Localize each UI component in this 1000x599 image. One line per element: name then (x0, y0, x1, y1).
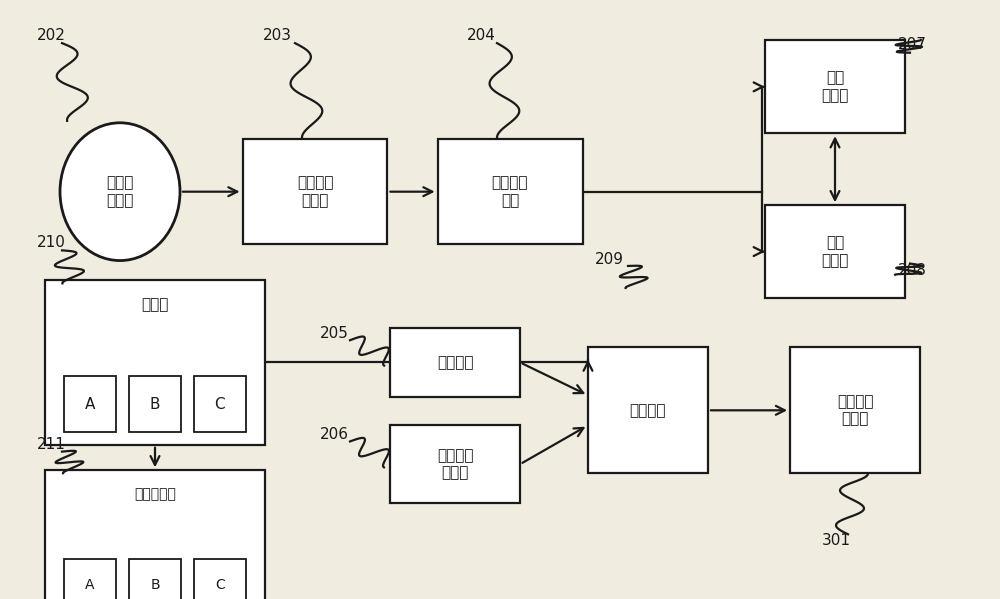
Text: 航空插头: 航空插头 (630, 403, 666, 418)
FancyBboxPatch shape (129, 559, 181, 599)
FancyBboxPatch shape (45, 470, 265, 599)
Text: 210: 210 (37, 235, 66, 250)
Text: 信号指示灯: 信号指示灯 (134, 487, 176, 501)
FancyBboxPatch shape (438, 139, 582, 244)
FancyBboxPatch shape (765, 205, 905, 298)
Text: 204: 204 (467, 28, 496, 44)
Text: 207: 207 (898, 37, 927, 53)
Text: 飞行控制
计算机: 飞行控制 计算机 (837, 394, 873, 426)
FancyBboxPatch shape (790, 347, 920, 473)
Text: 测控箱电
源开关: 测控箱电 源开关 (297, 176, 333, 208)
FancyBboxPatch shape (64, 376, 116, 432)
Text: 信号隔离
转接器: 信号隔离 转接器 (437, 448, 473, 480)
Text: 电流
显示表: 电流 显示表 (821, 71, 849, 103)
Text: 301: 301 (822, 533, 851, 548)
Text: 205: 205 (320, 326, 349, 341)
FancyBboxPatch shape (194, 559, 246, 599)
Text: A: A (85, 578, 95, 592)
Text: B: B (150, 397, 160, 412)
Text: 可控开关
电源: 可控开关 电源 (492, 176, 528, 208)
Text: 209: 209 (595, 252, 624, 267)
Text: 交流电
源接口: 交流电 源接口 (106, 176, 134, 208)
FancyBboxPatch shape (242, 139, 387, 244)
FancyBboxPatch shape (64, 559, 116, 599)
FancyBboxPatch shape (765, 41, 905, 134)
Text: 继电器: 继电器 (141, 297, 169, 312)
Text: 208: 208 (898, 263, 927, 279)
Text: A: A (85, 397, 95, 412)
FancyBboxPatch shape (588, 347, 708, 473)
Text: 206: 206 (320, 427, 349, 443)
Text: 直流电源: 直流电源 (437, 355, 473, 370)
Text: 电压
显示表: 电压 显示表 (821, 235, 849, 268)
Text: C: C (215, 578, 225, 592)
FancyBboxPatch shape (45, 280, 265, 444)
Text: 202: 202 (37, 28, 66, 44)
Ellipse shape (60, 123, 180, 261)
FancyBboxPatch shape (129, 376, 181, 432)
FancyBboxPatch shape (390, 425, 520, 503)
Text: 211: 211 (37, 437, 66, 452)
Text: C: C (215, 397, 225, 412)
Text: 203: 203 (263, 28, 292, 44)
FancyBboxPatch shape (194, 376, 246, 432)
FancyBboxPatch shape (390, 328, 520, 397)
Text: B: B (150, 578, 160, 592)
